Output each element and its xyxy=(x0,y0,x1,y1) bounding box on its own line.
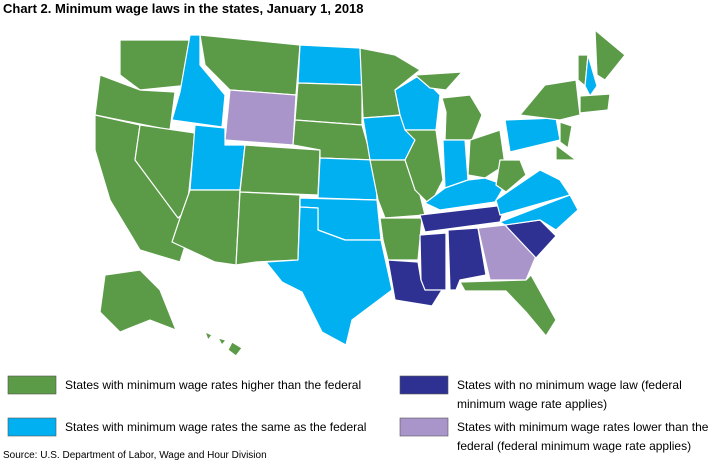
state xyxy=(467,129,506,179)
legend-label: States with minimum wage rates the same … xyxy=(65,420,366,434)
legend-swatch xyxy=(7,417,57,437)
state xyxy=(579,93,611,114)
chart-title: Chart 2. Minimum wage laws in the states… xyxy=(3,1,364,16)
state xyxy=(404,129,444,206)
state xyxy=(235,191,301,266)
state xyxy=(239,144,321,196)
state xyxy=(559,121,573,149)
state xyxy=(204,331,213,341)
legend-label: States with no minimum wage law (federal xyxy=(457,378,682,392)
legend-swatch xyxy=(7,375,57,395)
legend-label: States with minimum wage rates higher th… xyxy=(65,378,361,392)
legend-label: States with minimum wage rates lower tha… xyxy=(457,420,709,434)
legend-label: minimum wage rate applies) xyxy=(457,397,607,411)
state xyxy=(119,39,191,91)
state xyxy=(495,159,527,193)
legend: States with minimum wage rates higher th… xyxy=(7,375,709,453)
state xyxy=(441,94,483,141)
state xyxy=(495,169,571,216)
state xyxy=(379,217,423,261)
state xyxy=(317,157,378,201)
state xyxy=(414,71,463,91)
state xyxy=(265,206,393,346)
state xyxy=(555,144,577,161)
state xyxy=(424,177,506,211)
us-map xyxy=(94,29,626,357)
legend-swatch xyxy=(399,375,449,395)
legend-swatch xyxy=(399,417,449,437)
state xyxy=(519,79,581,121)
state xyxy=(594,29,626,81)
state xyxy=(297,44,363,86)
state xyxy=(94,74,176,131)
state xyxy=(171,34,226,128)
state xyxy=(419,232,447,291)
state xyxy=(99,269,177,333)
state xyxy=(504,117,561,153)
state xyxy=(224,89,297,146)
state xyxy=(217,337,227,346)
source-note: Source: U.S. Department of Labor, Wage a… xyxy=(3,450,267,461)
state xyxy=(477,224,537,281)
state xyxy=(227,341,243,357)
state xyxy=(459,274,557,337)
state xyxy=(294,82,363,126)
legend-label: federal (federal minimum wage rate appli… xyxy=(457,439,691,453)
